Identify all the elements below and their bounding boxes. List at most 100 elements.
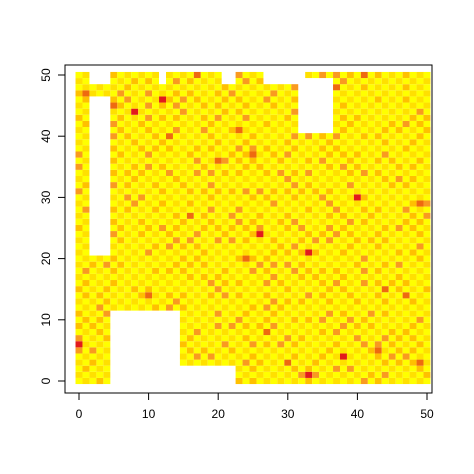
heatmap-cell bbox=[214, 120, 222, 128]
heatmap-cell bbox=[228, 102, 236, 109]
heatmap-cell bbox=[242, 188, 250, 195]
heatmap-cell bbox=[179, 292, 187, 299]
heatmap-cell bbox=[395, 212, 403, 219]
heatmap-cell bbox=[172, 212, 180, 219]
heatmap-cell bbox=[221, 206, 229, 213]
heatmap-cell bbox=[270, 273, 278, 281]
heatmap-cell bbox=[186, 243, 194, 250]
heatmap-cell bbox=[319, 151, 327, 158]
heatmap-cell bbox=[82, 347, 90, 354]
heatmap-cell bbox=[353, 78, 361, 85]
heatmap-cell bbox=[249, 163, 257, 170]
heatmap-cell bbox=[179, 157, 187, 164]
heatmap-cell bbox=[381, 365, 389, 372]
heatmap-cell bbox=[249, 127, 257, 134]
heatmap-cell bbox=[353, 347, 361, 354]
heatmap-cell bbox=[214, 145, 222, 152]
heatmap-cell bbox=[416, 96, 424, 103]
heatmap-cell bbox=[360, 120, 368, 128]
heatmap-cell bbox=[96, 298, 104, 305]
heatmap-cell bbox=[221, 169, 229, 176]
heatmap-cell bbox=[284, 359, 292, 366]
heatmap-cell bbox=[284, 273, 292, 281]
heatmap-cell bbox=[207, 175, 215, 183]
heatmap-cell bbox=[138, 286, 146, 293]
heatmap-cell bbox=[270, 267, 278, 274]
heatmap-cell bbox=[82, 286, 90, 293]
heatmap-cell bbox=[96, 341, 104, 348]
heatmap-cell bbox=[110, 267, 118, 274]
heatmap-cell bbox=[381, 102, 389, 109]
heatmap-cell bbox=[416, 145, 424, 152]
heatmap-cell bbox=[152, 237, 160, 244]
heatmap-cell bbox=[214, 96, 222, 103]
heatmap-cell bbox=[159, 133, 166, 140]
heatmap-cell bbox=[75, 194, 83, 201]
heatmap-cell bbox=[207, 261, 215, 268]
heatmap-cell bbox=[312, 175, 320, 183]
heatmap-cell bbox=[117, 120, 125, 128]
heatmap-cell bbox=[340, 224, 347, 232]
heatmap-cell bbox=[172, 292, 180, 299]
heatmap-cell bbox=[166, 157, 173, 164]
heatmap-cell bbox=[249, 96, 257, 103]
heatmap-cell bbox=[319, 212, 327, 219]
heatmap-cell bbox=[340, 182, 347, 189]
heatmap-cell bbox=[124, 273, 132, 281]
heatmap-cell bbox=[305, 194, 313, 201]
heatmap-cell bbox=[131, 120, 139, 128]
heatmap-cell bbox=[110, 169, 118, 176]
heatmap-cell bbox=[152, 157, 160, 164]
heatmap-cell bbox=[235, 353, 243, 360]
heatmap-cell bbox=[388, 127, 396, 134]
heatmap-cell bbox=[402, 212, 410, 219]
heatmap-cell bbox=[214, 322, 222, 329]
heatmap-cell bbox=[186, 224, 194, 232]
heatmap-cell bbox=[374, 127, 382, 134]
heatmap-cell bbox=[138, 145, 146, 152]
heatmap-cell bbox=[221, 175, 229, 183]
heatmap-cell bbox=[228, 347, 236, 354]
heatmap-cell bbox=[326, 237, 334, 244]
heatmap-cell bbox=[416, 157, 424, 164]
heatmap-cell bbox=[186, 292, 194, 299]
heatmap-cell bbox=[319, 163, 327, 170]
heatmap-cell bbox=[277, 194, 285, 201]
heatmap-cell bbox=[395, 304, 403, 311]
heatmap-cell bbox=[423, 175, 431, 183]
heatmap-cell bbox=[395, 255, 403, 262]
heatmap-cell bbox=[166, 182, 173, 189]
heatmap-cell bbox=[242, 96, 250, 103]
heatmap-cell bbox=[228, 335, 236, 342]
heatmap-cell bbox=[416, 90, 424, 97]
heatmap-cell bbox=[346, 371, 354, 378]
heatmap-cell bbox=[131, 249, 139, 256]
heatmap-cell bbox=[360, 169, 368, 176]
heatmap-cell bbox=[256, 102, 264, 109]
heatmap-cell bbox=[117, 304, 125, 311]
heatmap-cell bbox=[152, 188, 160, 195]
heatmap-cell bbox=[374, 182, 382, 189]
heatmap-cell bbox=[193, 255, 201, 262]
heatmap-cell bbox=[249, 78, 257, 85]
heatmap-cell bbox=[402, 200, 410, 207]
heatmap-cell bbox=[172, 90, 180, 97]
heatmap-cell bbox=[291, 267, 299, 274]
heatmap-cell bbox=[388, 261, 396, 268]
heatmap-cell bbox=[402, 347, 410, 354]
heatmap-cell bbox=[409, 316, 417, 323]
heatmap-cell bbox=[388, 114, 396, 121]
heatmap-cell bbox=[131, 273, 139, 281]
heatmap-cell bbox=[402, 231, 410, 238]
heatmap-cell bbox=[353, 145, 361, 152]
heatmap-cell bbox=[340, 365, 347, 372]
heatmap-cell bbox=[242, 224, 250, 232]
heatmap-cell bbox=[312, 237, 320, 244]
heatmap-cell bbox=[360, 255, 368, 262]
heatmap-cell bbox=[402, 188, 410, 195]
heatmap-cell bbox=[291, 322, 299, 329]
heatmap-cell bbox=[221, 151, 229, 158]
heatmap-cell bbox=[305, 249, 313, 256]
heatmap-cell bbox=[193, 218, 201, 225]
heatmap-cell bbox=[312, 169, 320, 176]
